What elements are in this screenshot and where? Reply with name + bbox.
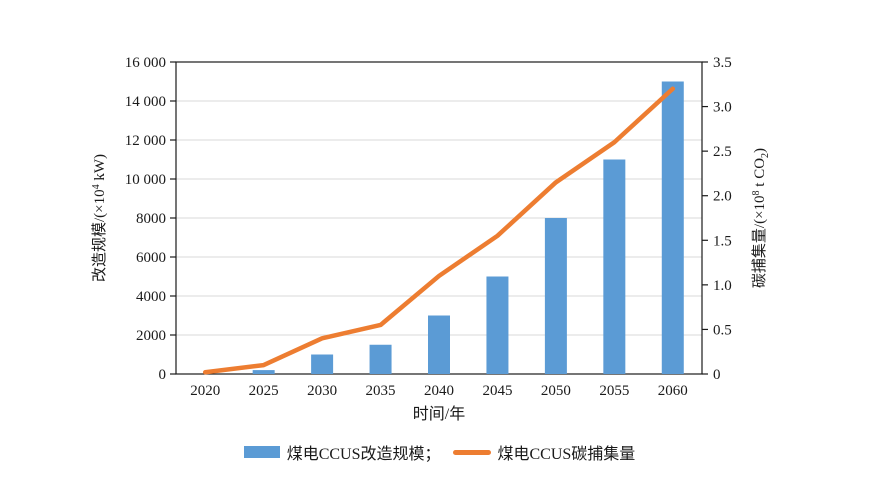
bar-2025 [252, 370, 275, 374]
y-axis-left-tick-label: 2000 [136, 328, 166, 344]
x-tick-label-2060: 2060 [658, 383, 688, 399]
line-swatch-icon [452, 449, 491, 455]
y-axis-right-title: 碳捕集量/(×108 t CO2) [751, 148, 771, 288]
y-axis-right-tick-label: 2.0 [713, 189, 732, 205]
x-tick-label-2030: 2030 [307, 383, 337, 399]
bar-swatch-icon [243, 446, 280, 458]
capture-line-series [202, 86, 676, 375]
bar-2030 [311, 354, 334, 374]
bar-2040 [428, 315, 450, 374]
x-axis-title: 时间/年 [413, 405, 465, 423]
legend-item-retrofit-scale: 煤电CCUS改造规模； [243, 440, 441, 464]
x-tick-label-2035: 2035 [366, 383, 396, 399]
y-axis-left-tick-label: 4000 [136, 289, 166, 305]
y-axis-left-tick-label: 16 000 [125, 55, 166, 71]
bar-2045 [486, 276, 509, 374]
y-axis-left-tick-label: 10 000 [125, 172, 166, 188]
y-axis-right-tick-label: 0 [713, 367, 721, 383]
y-axis-right-tick-label: 2.5 [713, 144, 732, 160]
bar-2055 [603, 159, 626, 374]
y-axis-left-tick-label: 8000 [136, 211, 166, 227]
chart-legend: 煤电CCUS改造规模； 煤电CCUS碳捕集量 [0, 440, 879, 464]
x-tick-label-2055: 2055 [599, 383, 629, 399]
legend-label: 煤电CCUS碳捕集量 [497, 446, 636, 463]
x-tick-label-2020: 2020 [190, 383, 220, 399]
x-tick-label-2040: 2040 [424, 383, 454, 399]
bar-2035 [369, 344, 392, 374]
y-axis-right-tick-label: 3.5 [713, 55, 732, 71]
x-tick-label-2045: 2045 [482, 383, 512, 399]
x-tick-label-2050: 2050 [541, 383, 571, 399]
y-axis-right-tick-label: 1.0 [713, 278, 732, 294]
y-axis-right-tick-label: 3.0 [713, 100, 732, 116]
legend-label: 煤电CCUS改造规模； [286, 446, 441, 463]
y-axis-left-tick-label: 12 000 [125, 133, 166, 149]
bar-2050 [544, 218, 567, 374]
y-axis-right-tick-label: 1.5 [713, 233, 732, 249]
y-axis-left-tick-label: 14 000 [125, 94, 166, 110]
y-axis-left-tick-label: 0 [159, 367, 167, 383]
y-axis-left-tick-label: 6000 [136, 250, 166, 266]
bar-2060 [661, 81, 684, 374]
x-tick-label-2025: 2025 [249, 383, 279, 399]
legend-item-capture-amount: 煤电CCUS碳捕集量 [452, 440, 636, 464]
y-axis-left-title: 改造规模/(×104 kW) [91, 154, 108, 282]
y-axis-right-tick-label: 0.5 [713, 322, 732, 338]
